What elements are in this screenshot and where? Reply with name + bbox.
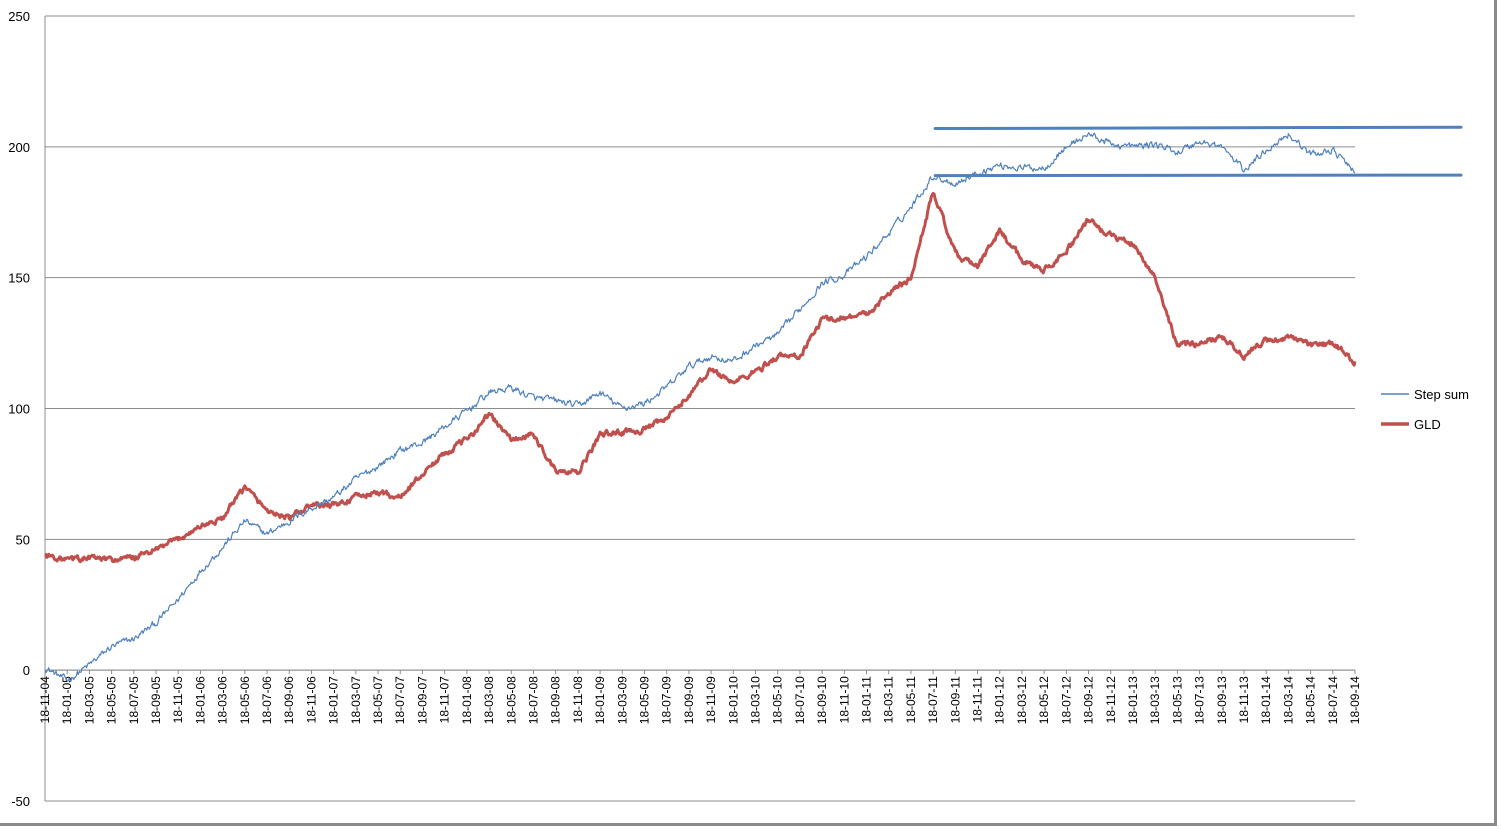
series-line-step-sum — [44, 132, 1356, 682]
legend-label: GLD — [1414, 417, 1441, 432]
x-tick-label: 18-09-09 — [682, 676, 696, 724]
x-tick-label: 18-07-06 — [260, 676, 274, 724]
annotation-lines — [933, 125, 1463, 178]
x-tick-label: 18-09-05 — [149, 676, 163, 724]
x-tick-label: 18-03-10 — [749, 676, 763, 724]
x-tick-label: 18-05-05 — [105, 676, 119, 724]
y-tick-label: 0 — [23, 663, 30, 678]
x-tick-label: 18-07-13 — [1193, 676, 1207, 724]
x-tick-label: 18-07-05 — [127, 676, 141, 724]
x-tick-label: 18-05-08 — [504, 676, 518, 724]
x-tick-label: 18-11-12 — [1104, 676, 1118, 723]
x-tick-label: 18-09-08 — [549, 676, 563, 724]
x-tick-label: 18-01-10 — [726, 676, 740, 724]
x-tick-label: 18-01-14 — [1259, 676, 1273, 724]
x-tick-label: 18-09-11 — [948, 676, 962, 723]
y-tick-label: 100 — [8, 402, 30, 417]
axes — [44, 16, 1356, 801]
x-tick-label: 18-09-13 — [1215, 676, 1229, 724]
x-tick-label: 18-09-07 — [415, 676, 429, 724]
x-tick-label: 18-07-10 — [793, 676, 807, 724]
x-tick-label: 18-09-06 — [282, 676, 296, 724]
series-line-gld — [44, 191, 1357, 564]
x-tick-label: 18-01-07 — [327, 676, 341, 724]
x-tick-label: 18-03-07 — [349, 676, 363, 724]
y-tick-label: 150 — [8, 271, 30, 286]
x-tick-label: 18-07-08 — [526, 676, 540, 724]
x-tick-label: 18-05-07 — [371, 676, 385, 724]
legend-label: Step sum — [1414, 387, 1469, 402]
x-tick-label: 18-03-11 — [882, 676, 896, 723]
x-tick-label: 18-11-11 — [971, 676, 985, 723]
x-tick-label: 18-11-08 — [571, 676, 585, 723]
x-tick-label: 18-11-07 — [438, 676, 452, 723]
x-tick-label: 18-05-12 — [1037, 676, 1051, 724]
x-tick-label: 18-01-09 — [593, 676, 607, 724]
x-tick-label: 18-01-05 — [60, 676, 74, 724]
x-tick-label: 18-05-13 — [1170, 676, 1184, 724]
x-tick-label: 18-05-09 — [637, 676, 651, 724]
x-tick-label: 18-11-06 — [304, 676, 318, 723]
x-tick-label: 18-09-14 — [1348, 676, 1362, 724]
x-tick-label: 18-01-13 — [1126, 676, 1140, 724]
y-tick-label: -50 — [11, 794, 30, 809]
x-tick-label: 18-01-08 — [460, 676, 474, 724]
x-tick-label: 18-11-05 — [171, 676, 185, 723]
x-tick-label: 18-03-06 — [216, 676, 230, 724]
x-tick-label: 18-01-11 — [860, 676, 874, 723]
x-tick-label: 18-07-07 — [393, 676, 407, 724]
x-tick-label: 18-05-11 — [904, 676, 918, 723]
x-axis-tick-labels: 18-11-04 18-01-05 18-03-05 18-05-05 18-07-05… — [38, 676, 1362, 724]
x-tick-label: 18-03-05 — [82, 676, 96, 724]
x-tick-label: 18-07-14 — [1326, 676, 1340, 724]
legend: Step sum GLD — [1381, 387, 1469, 432]
x-tick-label: 18-03-12 — [1015, 676, 1029, 724]
lower-channel-line — [933, 173, 1463, 178]
x-tick-label: 18-11-04 — [38, 676, 52, 723]
x-tick-label: 18-03-09 — [615, 676, 629, 724]
x-tick-label: 18-07-11 — [926, 676, 940, 723]
x-tick-label: 18-11-10 — [837, 676, 851, 723]
x-tick-label: 18-01-12 — [993, 676, 1007, 724]
y-tick-label: 200 — [8, 140, 30, 155]
x-tick-label: 18-03-08 — [482, 676, 496, 724]
x-tick-label: 18-03-14 — [1281, 676, 1295, 724]
x-tick-label: 18-09-12 — [1082, 676, 1096, 724]
y-tick-label: 50 — [16, 532, 30, 547]
x-tick-label: 18-11-13 — [1237, 676, 1251, 723]
x-tick-label: 18-09-10 — [815, 676, 829, 724]
x-tick-label: 18-05-10 — [771, 676, 785, 724]
x-tick-label: 18-07-12 — [1059, 676, 1073, 724]
series-lines — [44, 132, 1357, 682]
x-tick-label: 18-03-13 — [1148, 676, 1162, 724]
x-tick-label: 18-07-09 — [660, 676, 674, 724]
x-tick-label: 18-05-06 — [238, 676, 252, 724]
y-axis-tick-labels: -50 0 50 100 150 200 250 — [8, 9, 30, 809]
x-tick-label: 18-11-09 — [704, 676, 718, 723]
y-tick-label: 250 — [8, 9, 30, 24]
x-tick-label: 18-01-06 — [193, 676, 207, 724]
x-tick-label: 18-05-14 — [1304, 676, 1318, 724]
upper-channel-line — [933, 125, 1463, 131]
